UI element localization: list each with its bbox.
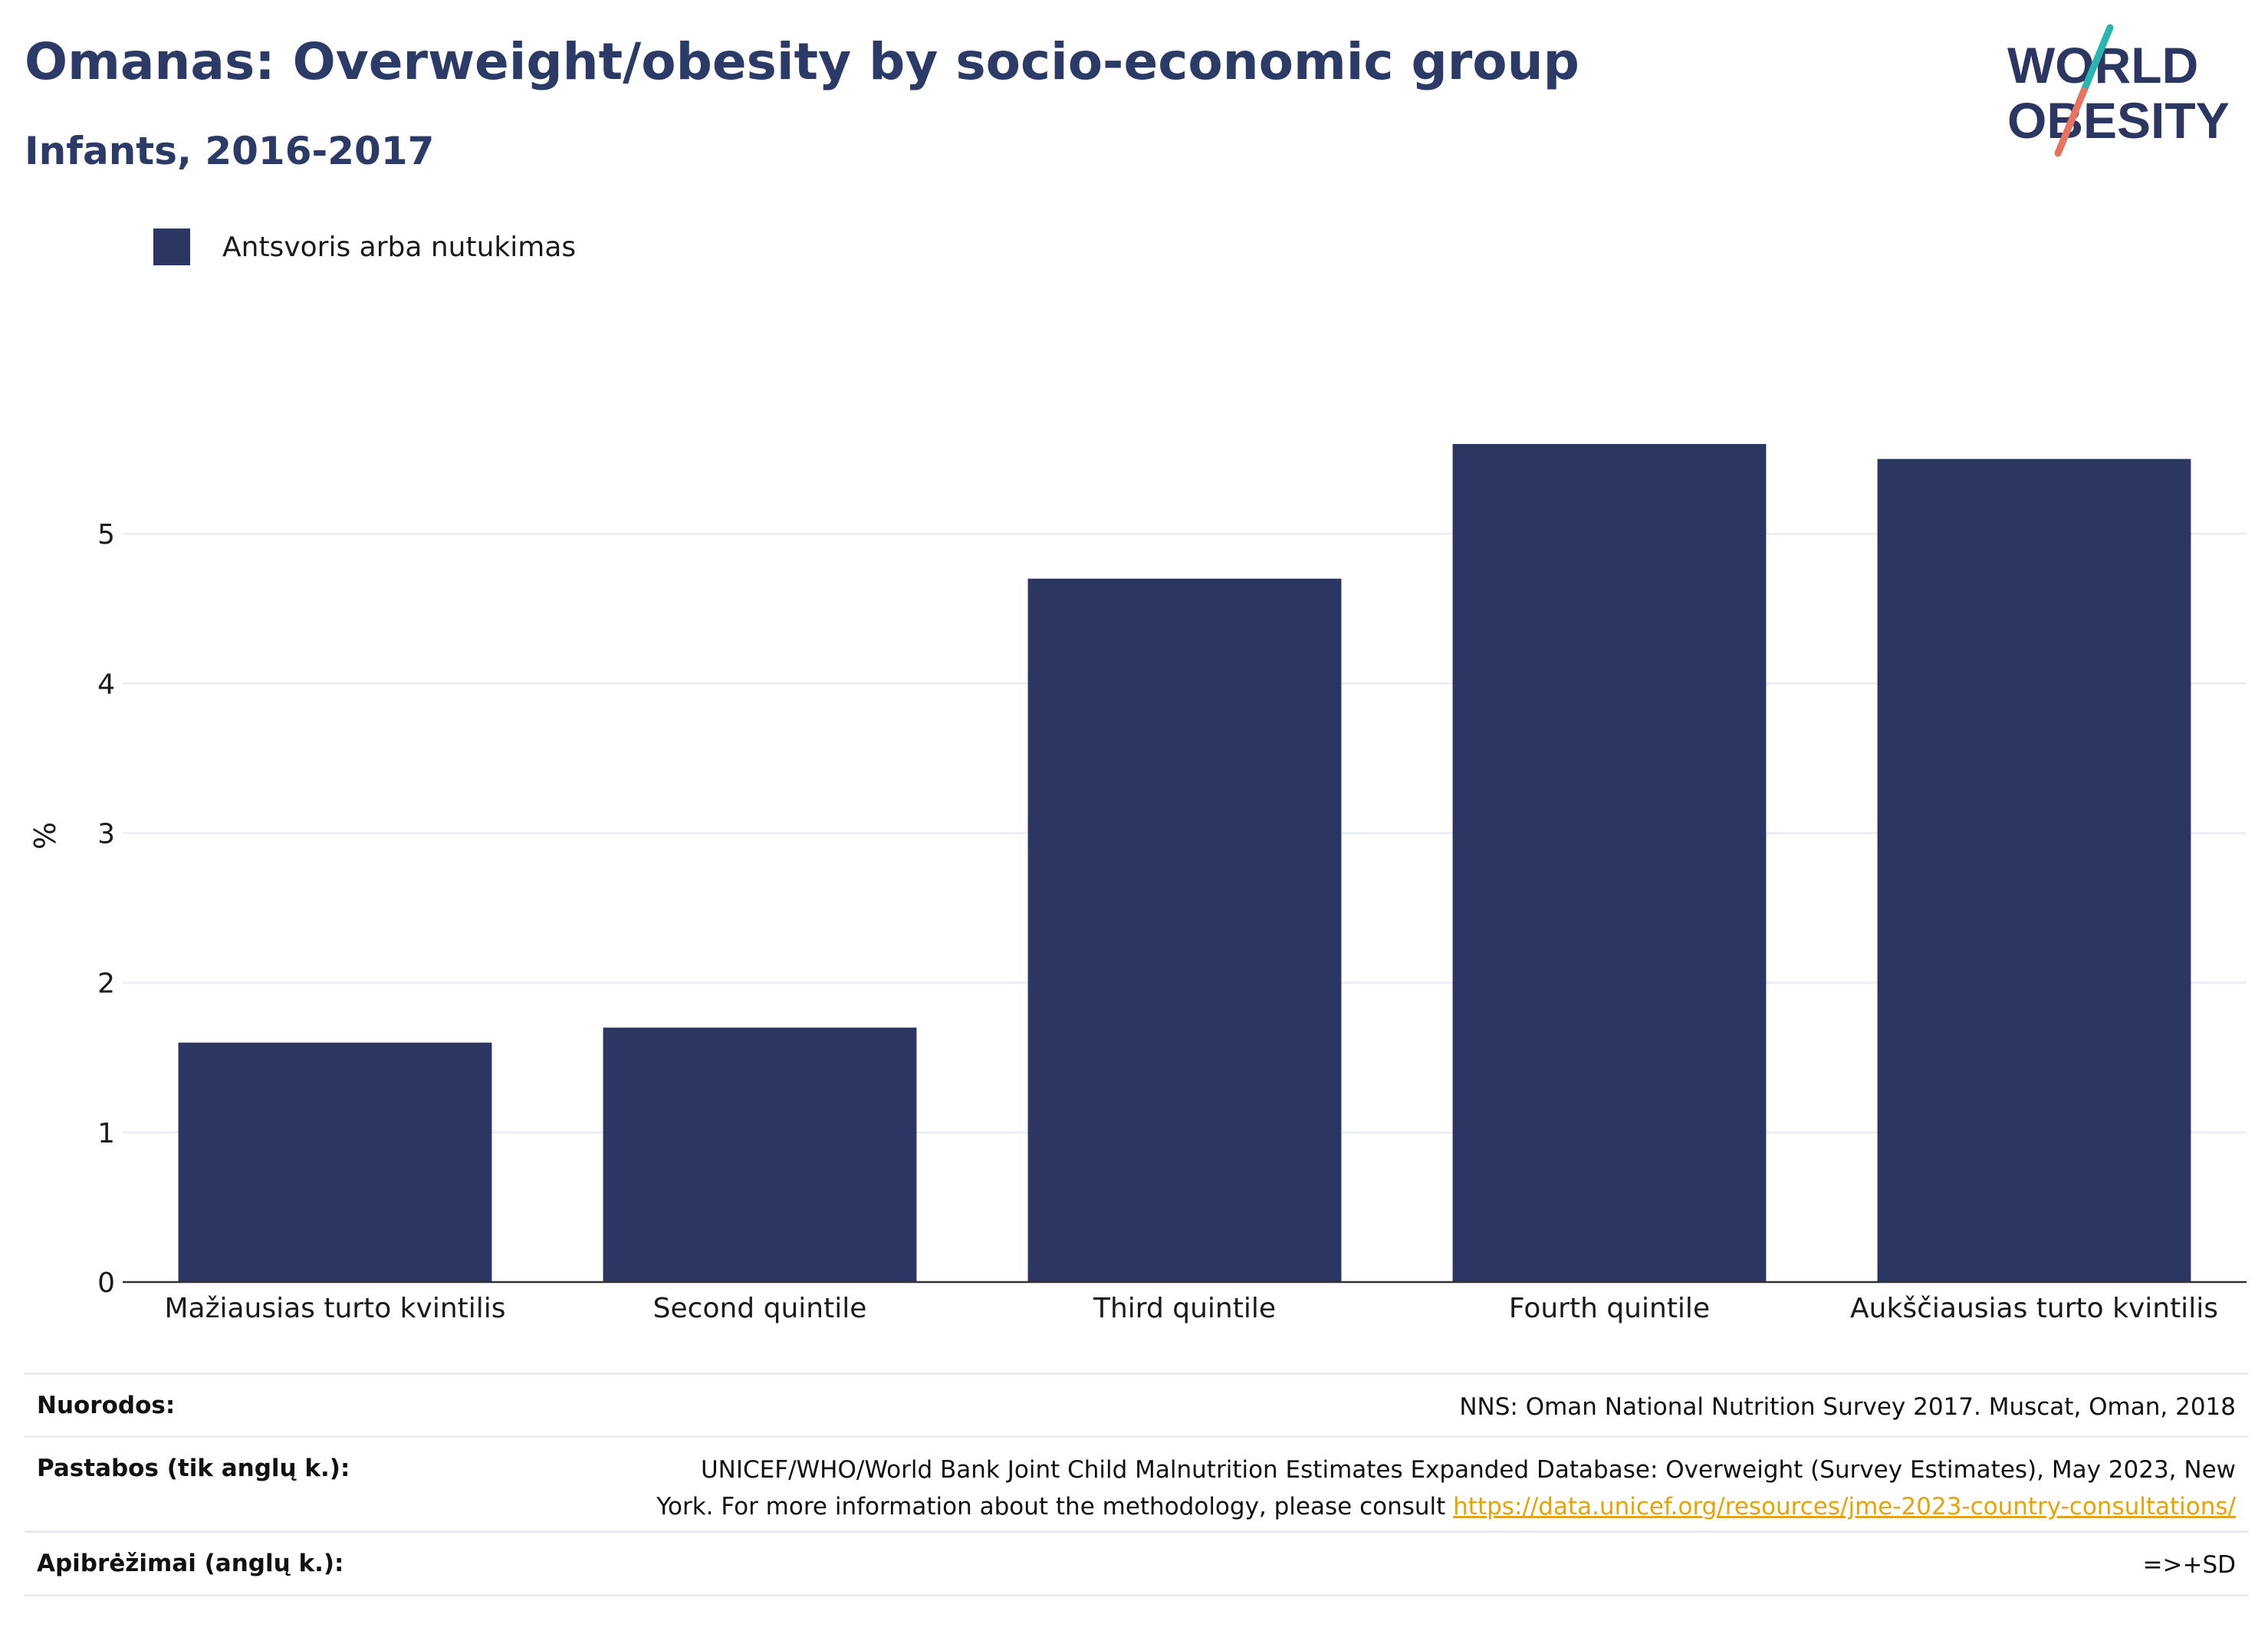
bar[interactable] <box>1452 444 1767 1283</box>
y-axis-label: % <box>28 822 62 850</box>
bar[interactable] <box>1027 578 1342 1282</box>
bar[interactable] <box>1877 459 2191 1282</box>
bars <box>178 444 2191 1283</box>
footer-sources-row: Nuorodos: NNS: Oman National Nutrition S… <box>25 1373 2248 1438</box>
bar-chart: 0 1 2 3 4 5 Mažiausias turto kvintilis Second … <box>28 444 2247 1324</box>
sources-label: Nuorodos: <box>37 1392 176 1419</box>
legend[interactable]: Antsvoris arba nutukimas <box>153 228 576 265</box>
notes-line-1: UNICEF/WHO/World Bank Joint Child Malnut… <box>700 1456 2236 1484</box>
footer-notes-row: Pastabos (tik anglų k.): UNICEF/WHO/Worl… <box>25 1435 2248 1533</box>
notes-label: Pastabos (tik anglų k.): <box>37 1455 350 1482</box>
logo-word-obesity: OBESITY <box>2007 92 2230 149</box>
logo-slash-top <box>2080 24 2114 94</box>
bar[interactable] <box>603 1027 917 1282</box>
methodology-link[interactable]: https://data.unicef.org/resources/jme-20… <box>1453 1493 2236 1521</box>
logo-slash-bottom <box>2054 87 2088 157</box>
x-tick-label: Third quintile <box>1093 1293 1276 1324</box>
world-obesity-logo: WORLD OBESITY <box>2007 24 2230 157</box>
legend-label: Antsvoris arba nutukimas <box>222 231 577 263</box>
bar[interactable] <box>178 1042 492 1282</box>
y-tick-label: 1 <box>97 1118 115 1149</box>
notes-line-2: York. For more information about the met… <box>656 1488 2236 1525</box>
y-axis-ticks: 0 1 2 3 4 5 <box>97 519 115 1299</box>
notes-value: UNICEF/WHO/World Bank Joint Child Malnut… <box>656 1452 2236 1525</box>
x-axis-ticks: Mažiausias turto kvintilis Second quintil… <box>164 1293 2217 1324</box>
y-tick-label: 5 <box>97 519 115 551</box>
y-tick-label: 4 <box>97 669 115 700</box>
notes-line-2-text: York. For more information about the met… <box>656 1493 1446 1521</box>
x-tick-label: Aukščiausias turto kvintilis <box>1850 1293 2218 1324</box>
chart-title: Omanas: Overweight/obesity by socio-econ… <box>25 32 1579 91</box>
y-tick-label: 2 <box>97 968 115 1000</box>
y-tick-label: 0 <box>97 1267 115 1299</box>
definitions-value: =>+SD <box>2142 1551 2236 1579</box>
sources-value: NNS: Oman National Nutrition Survey 2017… <box>1459 1393 2236 1421</box>
chart-subtitle: Infants, 2016-2017 <box>25 129 435 173</box>
definitions-label: Apibrėžimai (anglų k.): <box>37 1550 344 1577</box>
x-tick-label: Mažiausias turto kvintilis <box>164 1293 505 1324</box>
y-tick-label: 3 <box>97 818 115 850</box>
x-tick-label: Fourth quintile <box>1509 1293 1710 1324</box>
legend-swatch <box>153 228 190 265</box>
footer-definitions-row: Apibrėžimai (anglų k.): =>+SD <box>25 1530 2248 1596</box>
x-tick-label: Second quintile <box>653 1293 867 1324</box>
